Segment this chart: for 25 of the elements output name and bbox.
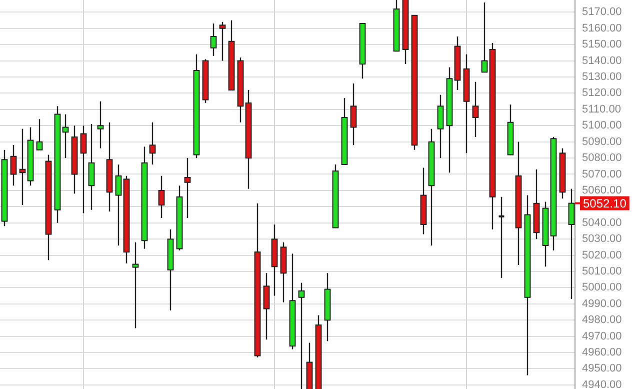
y-tick-label: 5110.00 <box>582 103 621 116</box>
y-tick-label: 5130.00 <box>582 71 622 84</box>
y-tick-label: 4940.00 <box>582 378 622 389</box>
y-tick-label: 5010.00 <box>582 266 622 278</box>
y-tick-label: 5100.00 <box>582 120 622 132</box>
candlestick <box>498 196 506 279</box>
text: 5052.10 <box>583 196 627 211</box>
y-tick-label: 5060.00 <box>582 184 622 196</box>
y-tick-label: 5140.00 <box>582 54 622 67</box>
y-tick-label: 5150.00 <box>582 38 622 51</box>
y-tick-label: 5070.00 <box>582 168 622 180</box>
y-tick-label: 5160.00 <box>582 22 622 34</box>
y-tick-label: 5040.00 <box>582 216 622 229</box>
y-tick-label: 5080.00 <box>582 152 622 164</box>
y-tick-label: 5030.00 <box>582 233 622 246</box>
y-tick-label: 5000.00 <box>582 282 622 294</box>
y-tick-label: 5120.00 <box>582 87 622 100</box>
y-tick-label: 4950.00 <box>582 362 622 375</box>
y-tick-label: 5020.00 <box>582 249 622 262</box>
y-tick-label: 5090.00 <box>582 136 622 148</box>
y-tick-label: 5170.00 <box>582 6 622 18</box>
y-tick-label: 4970.00 <box>582 330 622 342</box>
y-tick-label: 4980.00 <box>582 314 622 326</box>
y-tick-label: 4960.00 <box>582 346 622 359</box>
y-tick-label: 4990.00 <box>582 298 622 310</box>
